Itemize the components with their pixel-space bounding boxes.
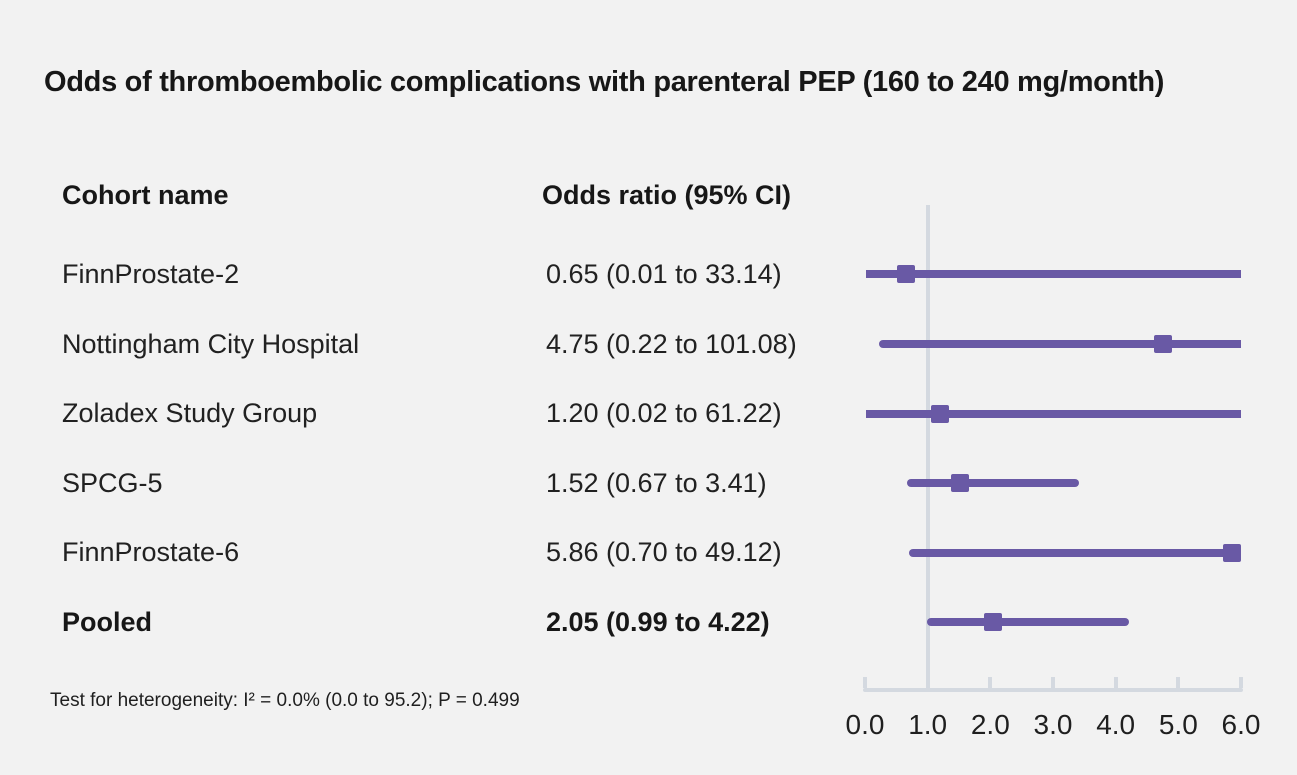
x-axis-line — [863, 688, 1243, 692]
cohort-name: FinnProstate-6 — [62, 537, 240, 567]
odds-ratio-marker — [1223, 543, 1242, 562]
x-axis-tick-label: 0.0 — [845, 709, 885, 740]
x-axis-tick — [925, 677, 930, 688]
x-axis-tick — [1051, 677, 1055, 688]
confidence-interval-line — [866, 409, 1241, 418]
cohort-name: Nottingham City Hospital — [62, 329, 360, 359]
x-axis-tick-label: 2.0 — [970, 709, 1010, 740]
reference-line — [925, 205, 930, 688]
odds-ratio-value: 4.75 (0.22 to 101.08) — [546, 329, 797, 359]
odds-ratio-value: 1.20 (0.02 to 61.22) — [546, 398, 782, 428]
chart-title: Odds of thromboembolic complications wit… — [44, 66, 1165, 98]
odds-ratio-marker — [951, 474, 970, 492]
cohort-name: FinnProstate-2 — [62, 259, 240, 289]
confidence-interval-line — [927, 618, 1130, 626]
odds-ratio-marker — [896, 265, 915, 283]
x-axis-tick — [1239, 677, 1243, 688]
confidence-interval-line — [878, 340, 1241, 348]
odds-ratio-marker — [1153, 335, 1172, 353]
confidence-interval-line — [906, 479, 1079, 487]
column-header-odds-ratio: Odds ratio (95% CI) — [542, 180, 792, 210]
x-axis-tick — [988, 677, 993, 688]
x-axis-tick — [863, 677, 867, 688]
x-axis-tick — [1113, 677, 1118, 688]
heterogeneity-footnote: Test for heterogeneity: I² = 0.0% (0.0 t… — [50, 690, 520, 711]
pooled-estimate-marker — [984, 613, 1003, 631]
x-axis-tick — [1176, 677, 1181, 688]
odds-ratio-value: 0.65 (0.01 to 33.14) — [546, 259, 782, 289]
odds-ratio-marker — [931, 404, 950, 423]
confidence-interval-line — [908, 548, 1241, 557]
x-axis-tick-label: 5.0 — [1158, 709, 1198, 740]
x-axis-tick-label: 3.0 — [1033, 709, 1073, 740]
cohort-name: Zoladex Study Group — [62, 398, 318, 428]
x-axis-tick-label: 4.0 — [1096, 709, 1136, 740]
odds-ratio-value: 5.86 (0.70 to 49.12) — [546, 537, 782, 567]
confidence-interval-line — [865, 270, 1241, 278]
cohort-name-pooled: Pooled — [62, 607, 153, 637]
odds-ratio-value: 1.52 (0.67 to 3.41) — [546, 468, 767, 498]
x-axis-tick-label: 1.0 — [908, 709, 948, 740]
odds-ratio-value-pooled: 2.05 (0.99 to 4.22) — [546, 607, 770, 637]
cohort-name: SPCG-5 — [62, 468, 163, 498]
column-header-cohort-name: Cohort name — [62, 180, 229, 210]
x-axis-tick-label: 6.0 — [1221, 709, 1261, 740]
